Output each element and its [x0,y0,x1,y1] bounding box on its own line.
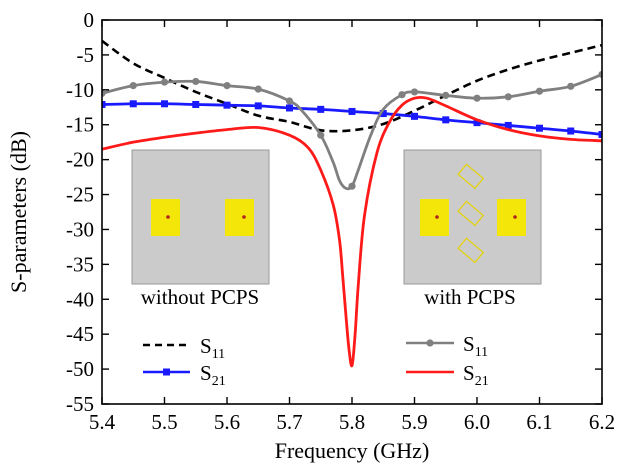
series-s11-with-pcps-marker [102,89,106,97]
series-s21-without-pcps [102,100,602,139]
series-s21-without-pcps-marker [223,101,231,109]
x-tick-label: 5.6 [214,410,240,434]
y-tick-label: -20 [66,148,94,172]
pcps-element-top [457,163,485,190]
series-s11-with-pcps-marker [223,82,231,90]
series-s11-without-pcps [102,39,602,133]
series-s11-with-pcps-marker [398,91,406,99]
x-tick-label: 6.1 [526,410,552,434]
patch-antenna-right [225,199,254,236]
y-tick-label: -10 [66,78,94,102]
series-s21-without-pcps-marker [129,100,137,108]
series-s21-without-pcps-marker [102,100,106,108]
patch-antenna-left-pcps [420,199,449,236]
y-tick-label: -35 [66,252,94,276]
y-tick-label: -30 [66,217,94,241]
x-tick-label: 5.5 [151,410,177,434]
x-tick-label: 6.2 [589,410,615,434]
series-s21-without-pcps-marker [442,116,450,124]
series-s21-without-pcps-marker [348,107,356,115]
feed-point-left [166,215,170,219]
series-s21-without-pcps-marker [254,102,262,110]
series-s11-with-pcps-marker [598,70,602,79]
x-tick-label: 5.4 [89,410,116,434]
y-axis: 0 -5 -10 -15 -20 -25 -30 -35 -40 -45 -50 -55 [66,8,602,416]
series-s21-without-pcps-marker [536,124,543,132]
legend-label-s11-with: S11 [463,332,488,360]
y-axis-title: S-parameters (dB) [6,131,31,293]
series-s21-without-pcps-marker [504,121,512,129]
y-tick-label: -15 [66,113,94,137]
legend-without-pcps: without PCPS S11 S21 [141,285,259,389]
x-tick-label: 5.7 [276,410,302,434]
series-s21-without-pcps-marker [286,104,293,112]
series-s11-with-pcps-marker [535,87,544,95]
series-s11-with-pcps-marker [285,97,294,105]
x-tick-label: 6.0 [464,410,490,434]
legend-caption-with-pcps: with PCPS [424,285,516,309]
series-s21-without-pcps-marker [379,110,387,118]
y-tick-label: 0 [84,8,95,32]
y-tick-label: -5 [77,43,95,67]
legend-label-s11-without: S11 [200,334,225,362]
y-tick-label: -25 [66,183,94,207]
pcps-element-bottom [457,237,485,264]
series-s21-without-pcps-marker [473,119,481,127]
legend-marker-s21-without [163,368,170,376]
pcps-element-middle [457,200,485,227]
series-s11-with-pcps-marker [504,93,512,101]
series-s11-with-pcps-marker [442,91,450,100]
legend-marker-s11-with [426,339,434,347]
series-s21-without-pcps-marker [192,100,200,108]
feed-point-left-pcps [435,215,439,219]
series-s11-with-pcps-marker [348,182,356,190]
x-axis: 5.4 5.5 5.6 5.7 5.8 5.9 6.0 6.1 6.2 [89,20,615,434]
x-tick-label: 5.9 [401,410,427,434]
series-s11-with-pcps-marker [317,131,325,139]
series-layer [102,39,602,368]
series-s11-with-pcps-marker [160,78,169,86]
legend-caption-without-pcps: without PCPS [141,285,259,309]
y-tick-label: -40 [66,287,94,311]
inset-with-pcps [403,149,542,285]
legend-label-s21-without: S21 [200,361,226,389]
series-s21-without-pcps-marker [598,131,602,139]
series-s11-with-pcps-marker [567,82,575,90]
legend-label-s21-with: S21 [463,361,489,389]
series-s11-with-pcps-marker [129,82,137,90]
legend-with-pcps: with PCPS S11 S21 [406,285,516,389]
y-tick-label: -50 [66,357,94,381]
series-s21-without-pcps-marker [567,127,575,135]
series-s21-without-pcps-marker [161,100,168,108]
series-s11-with-pcps-marker [473,94,481,102]
inset-without-pcps [131,149,270,285]
feed-point-right [242,215,246,219]
series-s21-with-pcps-line [102,95,602,368]
series-s11-with-pcps [102,70,602,191]
feed-point-right-pcps [513,215,517,219]
y-tick-label: -55 [66,392,94,416]
series-s21-without-pcps-marker [317,105,325,113]
x-tick-label: 5.8 [339,410,365,434]
patch-antenna-left [151,199,180,236]
series-s11-with-pcps-marker [410,88,419,96]
patch-antenna-right-pcps [497,199,526,236]
x-axis-title: Frequency (GHz) [275,438,430,463]
series-s11-with-pcps-marker [254,85,262,93]
series-s21-with-pcps [102,95,602,368]
series-s21-without-pcps-marker [411,112,418,120]
y-tick-label: -45 [66,322,94,346]
series-s11-with-pcps-marker [192,77,200,86]
series-s11-without-pcps-line [102,39,602,133]
